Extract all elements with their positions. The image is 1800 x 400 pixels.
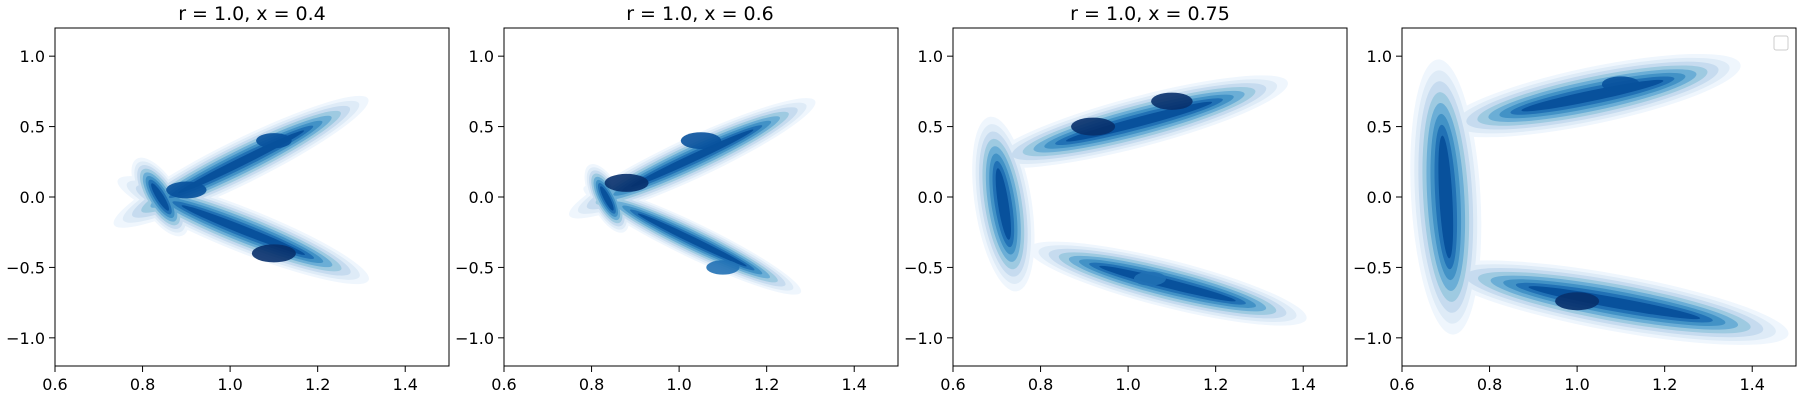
subplot-1-x-ticks: 0.6 0.8 1.0 1.2 1.4 — [42, 366, 418, 394]
x-tick-label: 1.2 — [1203, 375, 1228, 394]
subplot-3-y-ticks: −1.0 −0.5 0.0 0.5 1.0 — [904, 47, 953, 348]
subplot-2-title: r = 1.0, x = 0.6 — [626, 3, 774, 25]
x-tick-label: 0.6 — [491, 375, 516, 394]
density-peak-2 — [251, 244, 296, 263]
y-tick-label: 1.0 — [20, 47, 45, 66]
subplot-1-plot-area — [113, 95, 369, 285]
density-peak-1 — [166, 181, 207, 199]
x-tick-label: 1.0 — [666, 375, 691, 394]
subplot-4-y-ticks: −1.0 −0.5 0.0 0.5 1.0 — [1353, 47, 1402, 348]
y-tick-label: 0.5 — [20, 118, 45, 137]
density-peak-3 — [706, 260, 740, 275]
subplot-4-legend-box — [1773, 35, 1789, 51]
y-tick-label: 0.5 — [469, 118, 494, 137]
density-peak-3 — [1134, 271, 1166, 286]
subplot-2-y-ticks: −1.0 −0.5 0.0 0.5 1.0 — [455, 47, 504, 348]
density-peak-3 — [256, 133, 292, 149]
subplot-4: 0.6 0.8 1.0 1.2 1.4 −1.0 −0.5 0.0 0.5 1.0 — [1353, 27, 1797, 394]
x-tick-label: 1.4 — [841, 375, 866, 394]
y-tick-label: 0.0 — [469, 188, 494, 207]
x-tick-label: 1.0 — [217, 375, 242, 394]
subplot-1: r = 1.0, x = 0.4 0.6 0.8 1.0 1.2 1.4 −1.0 −0.… — [6, 3, 450, 394]
contour-band-level-7 — [600, 129, 754, 267]
subplot-2: r = 1.0, x = 0.6 0.6 0.8 1.0 1.2 1.4 −1.0 −0.… — [455, 3, 899, 394]
y-tick-label: 0.0 — [918, 188, 943, 207]
x-tick-label: 0.8 — [1028, 375, 1053, 394]
x-tick-label: 0.6 — [940, 375, 965, 394]
density-peak-1 — [1555, 292, 1600, 311]
y-tick-label: 0.0 — [1367, 188, 1392, 207]
y-tick-label: 0.0 — [20, 188, 45, 207]
y-tick-label: −1.0 — [455, 329, 494, 348]
subplot-1-title: r = 1.0, x = 0.4 — [178, 3, 326, 25]
subplot-3-plot-area — [972, 75, 1307, 326]
x-tick-label: 1.4 — [1290, 375, 1315, 394]
density-peak-1 — [1071, 117, 1116, 136]
x-tick-label: 0.8 — [579, 375, 604, 394]
x-tick-label: 1.0 — [1564, 375, 1589, 394]
x-tick-label: 1.2 — [754, 375, 779, 394]
density-peak-2 — [1601, 76, 1640, 93]
y-tick-label: 1.0 — [918, 47, 943, 66]
x-tick-label: 0.6 — [1389, 375, 1414, 394]
y-tick-label: −1.0 — [904, 329, 943, 348]
y-tick-label: −1.0 — [1353, 329, 1392, 348]
subplot-4-plot-area — [1410, 53, 1789, 345]
x-tick-label: 1.4 — [1739, 375, 1764, 394]
x-tick-label: 1.2 — [1652, 375, 1677, 394]
y-tick-label: 1.0 — [469, 47, 494, 66]
subplot-3-x-ticks: 0.6 0.8 1.0 1.2 1.4 — [940, 366, 1316, 394]
y-tick-label: 1.0 — [1367, 47, 1392, 66]
density-peak-2 — [680, 132, 722, 150]
density-peak-2 — [1151, 92, 1193, 110]
x-tick-label: 1.0 — [1115, 375, 1140, 394]
x-tick-label: 1.4 — [392, 375, 417, 394]
y-tick-label: −1.0 — [6, 329, 45, 348]
subplot-3-title: r = 1.0, x = 0.75 — [1070, 3, 1230, 25]
subplot-2-plot-area — [569, 98, 816, 295]
x-tick-label: 1.2 — [305, 375, 330, 394]
x-tick-label: 0.8 — [1477, 375, 1502, 394]
y-tick-label: −0.5 — [1353, 258, 1392, 277]
subplot-2-x-ticks: 0.6 0.8 1.0 1.2 1.4 — [491, 366, 867, 394]
y-tick-label: 0.5 — [1367, 118, 1392, 137]
y-tick-label: −0.5 — [904, 258, 943, 277]
x-tick-label: 0.6 — [42, 375, 67, 394]
subplot-3: r = 1.0, x = 0.75 0.6 0.8 1.0 1.2 1.4 −1.0 −0… — [904, 3, 1348, 394]
y-tick-label: −0.5 — [6, 258, 45, 277]
y-tick-label: −0.5 — [455, 258, 494, 277]
subplot-4-x-ticks: 0.6 0.8 1.0 1.2 1.4 — [1389, 366, 1765, 394]
subplot-1-y-ticks: −1.0 −0.5 0.0 0.5 1.0 — [6, 47, 55, 348]
x-tick-label: 0.8 — [130, 375, 155, 394]
y-tick-label: 0.5 — [918, 118, 943, 137]
density-peak-1 — [604, 173, 649, 192]
